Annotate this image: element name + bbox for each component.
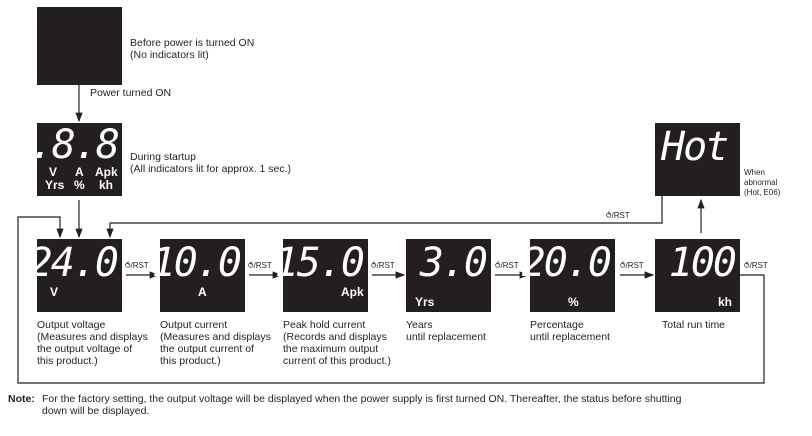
cycle-arrow-icon: ⥀ (125, 261, 131, 270)
note-text: For the factory setting, the output volt… (42, 393, 682, 417)
caption-abnormal: When abnormal (Hot, E06) (744, 168, 781, 197)
unit: kh (718, 295, 733, 309)
display-abnormal: Hot (655, 123, 740, 196)
cycle-arrow-icon: ⥀ (248, 261, 254, 270)
unit-apk: Apk (95, 165, 118, 179)
display-percentage: 20.0% (522, 239, 615, 312)
display-peak-hold-current: 15.0 Apk (275, 239, 368, 312)
rst-label-5: ⥀/RST (620, 261, 644, 270)
digits: 24.0 (28, 240, 119, 286)
rst-label-abnormal: ⥀/RST (606, 211, 630, 220)
unit-a: A (75, 165, 84, 179)
digits: 3.0 (419, 240, 488, 286)
cycle-arrow-icon: ⥀ (495, 261, 501, 270)
unit-yrs: Yrs (45, 178, 65, 192)
rst-label-3: ⥀/RST (371, 261, 395, 270)
cycle-arrow-icon: ⥀ (371, 261, 377, 270)
unit: % (568, 295, 579, 309)
unit: Apk (341, 285, 364, 299)
rst-label-2: ⥀/RST (248, 261, 272, 270)
cycle-arrow-icon: ⥀ (744, 261, 750, 270)
digits: Hot (661, 124, 729, 170)
unit-kh: kh (99, 178, 114, 192)
display-output-voltage: 24.0 V (29, 239, 122, 312)
unit-v: V (49, 165, 58, 179)
display-total-run-time: 100 kh (655, 239, 740, 312)
unit-percent: % (74, 178, 85, 192)
rst-label-1: ⥀/RST (125, 261, 149, 270)
unit: Yrs (415, 295, 435, 309)
startup-digits: 8.8.8 (7, 122, 120, 168)
caption-startup: During startup (All indicators lit for a… (130, 151, 292, 175)
cycle-arrow-icon: ⥀ (620, 261, 626, 270)
caption-output-voltage: Output voltage (Measures and displays th… (37, 319, 148, 367)
loop-back-arrow (17, 216, 765, 384)
caption-percentage: Percentage until replacement (530, 319, 610, 343)
caption-years: Years until replacement (406, 319, 486, 343)
display-output-current: 10.0 A (152, 239, 245, 312)
caption-peak-hold: Peak hold current (Records and displays … (283, 319, 391, 367)
rst-label-6: ⥀/RST (744, 261, 768, 270)
digits: 20.0 (521, 240, 612, 286)
digits: 15.0 (274, 240, 365, 286)
caption-run-time: Total run time (662, 319, 726, 331)
unit: A (198, 285, 207, 299)
abnormal-return-arrow (106, 196, 663, 239)
display-off (37, 7, 122, 85)
caption-before-power: Before power is turned ON (No indicators… (130, 37, 255, 61)
note-label: Note: (8, 393, 35, 405)
unit: V (50, 285, 59, 299)
rst-label-4: ⥀/RST (495, 261, 519, 270)
display-startup: 8.8.8 V A Apk Yrs % kh (8, 123, 122, 196)
digits: 100 (668, 240, 737, 286)
power-on-label: Power turned ON (90, 87, 172, 99)
caption-output-current: Output current (Measures and displays th… (160, 319, 271, 367)
cycle-arrow-icon: ⥀ (606, 211, 612, 220)
display-years: 3.0 Yrs (406, 239, 491, 312)
digits: 10.0 (151, 240, 242, 286)
